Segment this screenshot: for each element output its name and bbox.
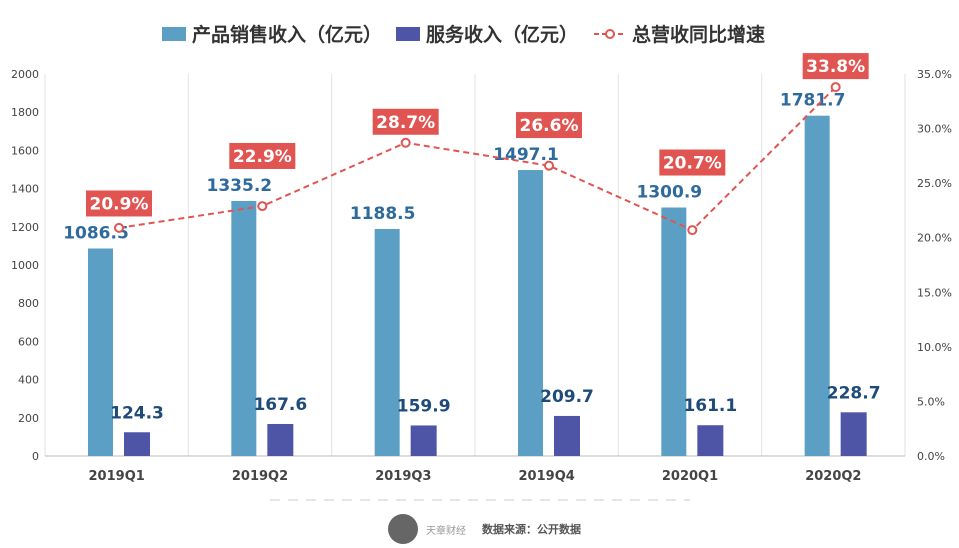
bar-service — [124, 432, 150, 456]
bar-product — [374, 228, 400, 456]
point-growth — [687, 225, 698, 236]
x-tick-label: 2019Q2 — [232, 469, 288, 484]
point-growth — [114, 222, 124, 233]
legend-growth: 总营收同比增速 — [592, 20, 765, 47]
data-label-service: 161.1 — [683, 396, 737, 416]
y2-tick-label: 10.0% — [917, 341, 952, 354]
y2-tick-label: 30.0% — [917, 123, 952, 136]
source-note: 数据来源：公开数据 — [482, 523, 581, 536]
legend-product: 产品销售收入（亿元） — [162, 20, 382, 47]
y2-tick-label: 25.0% — [917, 177, 952, 190]
bar-service — [697, 425, 724, 456]
y-tick-label: 1800 — [11, 106, 39, 119]
data-label-growth-box — [802, 53, 869, 80]
data-label-growth-box — [229, 142, 296, 169]
footer: 天章财经 数据来源：公开数据 — [388, 514, 581, 544]
bar-product — [518, 170, 543, 456]
point-growth — [830, 82, 841, 93]
data-label-product: 1300.9 — [637, 183, 703, 203]
bar-service — [410, 425, 437, 456]
data-label-service: 228.7 — [827, 383, 881, 403]
data-label-service: 159.9 — [397, 396, 451, 416]
bar-service — [267, 423, 294, 456]
y2-tick-label: 0.0% — [917, 450, 945, 463]
bar-product — [231, 200, 257, 456]
y2-tick-label: 35.0% — [917, 68, 952, 81]
data-label-product: 1188.5 — [350, 204, 416, 224]
y-tick-label: 800 — [18, 297, 39, 310]
x-tick-label: 2019Q4 — [519, 469, 575, 484]
y-tick-label: 1400 — [11, 183, 39, 196]
y-tick-label: 400 — [18, 374, 39, 387]
y2-tick-label: 15.0% — [917, 286, 952, 299]
data-label-product: 1086.5 — [63, 223, 129, 243]
x-tick-label: 2020Q2 — [805, 469, 861, 484]
data-label-growth: 22.9% — [233, 147, 292, 167]
point-growth — [544, 160, 554, 171]
data-label-growth-box — [372, 108, 439, 135]
data-label-growth: 20.9% — [90, 194, 149, 214]
bar-product — [804, 115, 830, 456]
bar-service — [554, 415, 580, 456]
data-label-service: 167.6 — [253, 395, 307, 415]
logo-text: 天章财经 — [426, 525, 466, 537]
legend-growth-label: 总营收同比增速 — [632, 24, 766, 46]
legend-product-label: 产品销售收入（亿元） — [192, 24, 383, 46]
x-tick-label: 2019Q1 — [89, 469, 145, 484]
data-label-product: 1781.7 — [780, 91, 846, 111]
y-tick-label: 0 — [32, 450, 39, 463]
data-label-growth: 28.7% — [376, 113, 435, 133]
y2-tick-label: 5.0% — [917, 395, 945, 408]
data-label-service: 124.3 — [110, 403, 164, 423]
data-label-growth-box — [659, 149, 726, 176]
point-growth — [400, 137, 411, 148]
x-tick-label: 2020Q1 — [662, 469, 718, 484]
y-tick-label: 600 — [18, 335, 39, 348]
y2-tick-label: 20.0% — [917, 232, 952, 245]
y-tick-label: 2000 — [11, 68, 39, 81]
line-growth — [118, 86, 837, 232]
bar-product — [88, 248, 113, 456]
legend-service-label: 服务收入（亿元） — [426, 24, 579, 46]
data-label-growth-box — [516, 112, 582, 139]
data-label-growth-box — [86, 190, 152, 217]
point-growth — [257, 201, 268, 212]
data-label-growth: 33.8% — [806, 57, 865, 77]
data-label-service: 209.7 — [540, 387, 594, 407]
bar-product — [661, 207, 687, 456]
y-tick-label: 1000 — [11, 259, 39, 272]
y-tick-label: 1600 — [11, 144, 39, 157]
data-label-growth: 26.6% — [520, 116, 579, 136]
legend-service: 服务收入（亿元） — [396, 20, 578, 47]
x-tick-label: 2019Q3 — [375, 469, 431, 484]
data-label-product: 1497.1 — [493, 145, 559, 165]
data-label-product: 1335.2 — [207, 176, 273, 196]
bar-service — [840, 412, 867, 456]
logo — [388, 514, 418, 544]
y-tick-label: 200 — [18, 412, 39, 425]
legend: 产品销售收入（亿元） 服务收入（亿元） 总营收同比增速 — [162, 20, 779, 47]
y-tick-label: 1200 — [11, 221, 39, 234]
data-label-growth: 20.7% — [663, 154, 722, 174]
